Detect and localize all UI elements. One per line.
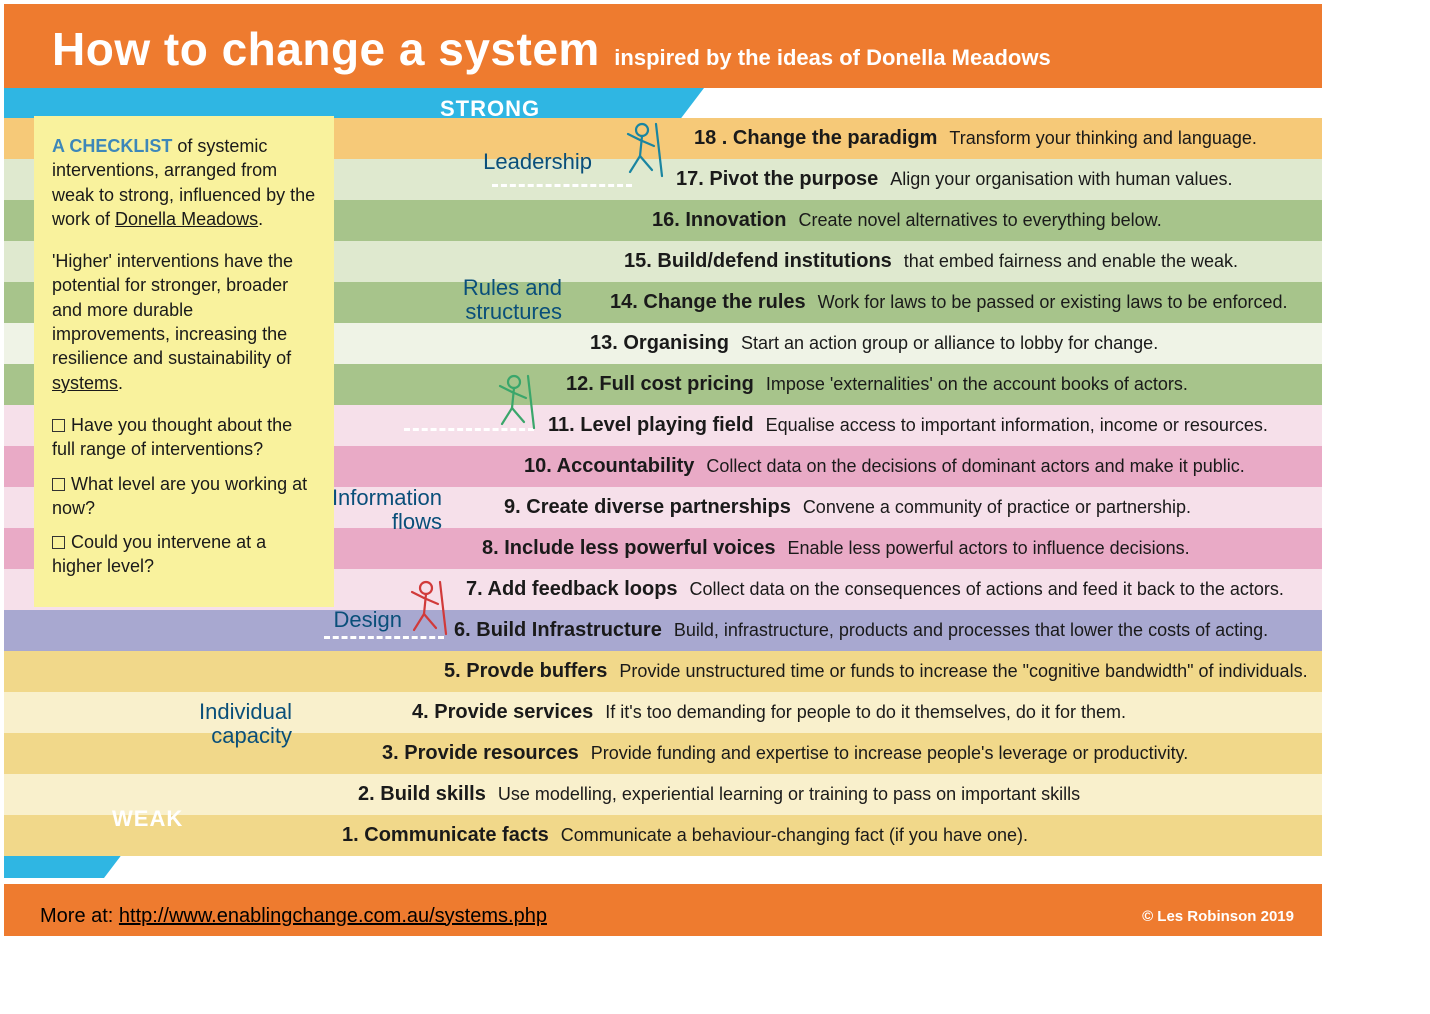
level-number: 12. bbox=[566, 373, 594, 395]
level-number: 7. bbox=[466, 578, 488, 600]
level-title: 10. Accountability bbox=[524, 455, 694, 478]
level-title: 13. Organising bbox=[590, 332, 729, 355]
level-number: 1. bbox=[342, 824, 364, 846]
axis-weak-label: WEAK bbox=[112, 806, 183, 832]
footer-more: More at: http://www.enablingchange.com.a… bbox=[40, 905, 547, 928]
checklist-lead: A CHECKLIST bbox=[52, 136, 172, 156]
page: How to change a system inspired by the i… bbox=[4, 4, 1322, 936]
level-desc: Equalise access to important information… bbox=[766, 415, 1268, 436]
level-title: 4. Provide services bbox=[412, 701, 593, 724]
level-title: 15. Build/defend institutions bbox=[624, 250, 892, 273]
level-row: 2. Build skills Use modelling, experienti… bbox=[4, 774, 1322, 815]
level-desc: Use modelling, experiential learning or … bbox=[498, 784, 1080, 805]
level-desc: Provide unstructured time or funds to in… bbox=[619, 661, 1307, 682]
level-number: 15. bbox=[624, 250, 652, 272]
level-title: 1. Communicate facts bbox=[342, 824, 549, 847]
level-number: 5. bbox=[444, 660, 466, 682]
level-title: 17. Pivot the purpose bbox=[676, 168, 878, 191]
category-label: Design bbox=[334, 608, 402, 632]
category-label: Informationflows bbox=[332, 486, 442, 534]
level-desc: Enable less powerful actors to influence… bbox=[787, 538, 1189, 559]
checkbox-icon[interactable] bbox=[52, 419, 65, 432]
level-number: 13. bbox=[590, 332, 618, 354]
systems-link[interactable]: systems bbox=[52, 373, 118, 393]
checkbox-icon[interactable] bbox=[52, 478, 65, 491]
checklist-para2: 'Higher' interventions have the potentia… bbox=[52, 249, 316, 395]
level-desc: Create novel alternatives to everything … bbox=[798, 210, 1161, 231]
level-number: 9. bbox=[504, 496, 526, 518]
level-title: 8. Include less powerful voices bbox=[482, 537, 775, 560]
checkbox-icon[interactable] bbox=[52, 536, 65, 549]
category-label: Individualcapacity bbox=[199, 700, 292, 748]
axis-strong-label: STRONG bbox=[440, 96, 540, 122]
checklist-q3: Could you intervene at a higher level? bbox=[52, 530, 316, 579]
level-row: 6. Build Infrastructure Build, infrastruc… bbox=[4, 610, 1322, 651]
level-title: 12. Full cost pricing bbox=[566, 373, 754, 396]
level-desc: that embed fairness and enable the weak. bbox=[904, 251, 1238, 272]
level-desc: Convene a community of practice or partn… bbox=[803, 497, 1191, 518]
level-title: 11. Level playing field bbox=[548, 414, 754, 437]
header-bar: How to change a system inspired by the i… bbox=[4, 4, 1322, 88]
level-title: 5. Provde buffers bbox=[444, 660, 607, 683]
checklist-q1: Have you thought about the full range of… bbox=[52, 413, 316, 462]
level-desc: Impose 'externalities' on the account bo… bbox=[766, 374, 1188, 395]
level-number: 11. bbox=[548, 414, 575, 436]
level-number: 2. bbox=[358, 783, 380, 805]
level-desc: Collect data on the decisions of dominan… bbox=[706, 456, 1244, 477]
level-desc: Transform your thinking and language. bbox=[949, 128, 1257, 149]
checklist-box: A CHECKLIST of systemic interventions, a… bbox=[34, 116, 334, 607]
level-title: 2. Build skills bbox=[358, 783, 486, 806]
level-row: 5. Provde buffers Provide unstructured ti… bbox=[4, 651, 1322, 692]
level-desc: Communicate a behaviour-changing fact (i… bbox=[561, 825, 1028, 846]
level-desc: Build, infrastructure, products and proc… bbox=[674, 620, 1268, 641]
climber-icon bbox=[402, 578, 452, 638]
footer-bar: More at: http://www.enablingchange.com.a… bbox=[4, 884, 1322, 936]
main-area: STRONG WEAK Leadership Rules andstructure… bbox=[4, 88, 1322, 878]
level-title: 18 . Change the paradigm bbox=[694, 127, 937, 150]
climber-icon bbox=[618, 120, 668, 180]
level-number: 18 . bbox=[694, 127, 727, 149]
level-desc: If it's too demanding for people to do i… bbox=[605, 702, 1126, 723]
checklist-intro: A CHECKLIST of systemic interventions, a… bbox=[52, 134, 316, 231]
page-subtitle: inspired by the ideas of Donella Meadows bbox=[614, 45, 1050, 70]
level-title: 16. Innovation bbox=[652, 209, 786, 232]
donella-meadows-link[interactable]: Donella Meadows bbox=[115, 209, 258, 229]
category-label: Rules andstructures bbox=[463, 276, 562, 324]
level-number: 16. bbox=[652, 209, 680, 231]
category-label: Leadership bbox=[483, 150, 592, 174]
level-title: 9. Create diverse partnerships bbox=[504, 496, 791, 519]
level-number: 3. bbox=[382, 742, 404, 764]
level-desc: Collect data on the consequences of acti… bbox=[690, 579, 1284, 600]
level-number: 14. bbox=[610, 291, 638, 313]
level-desc: Work for laws to be passed or existing l… bbox=[818, 292, 1288, 313]
level-row: 1. Communicate facts Communicate a behavi… bbox=[4, 815, 1322, 856]
level-desc: Align your organisation with human value… bbox=[890, 169, 1232, 190]
footer-link[interactable]: http://www.enablingchange.com.au/systems… bbox=[119, 905, 547, 927]
level-title: 14. Change the rules bbox=[610, 291, 806, 314]
footer-copyright: © Les Robinson 2019 bbox=[1142, 908, 1294, 925]
level-number: 10. bbox=[524, 455, 552, 477]
level-number: 17. bbox=[676, 168, 704, 190]
section-divider bbox=[492, 184, 632, 187]
level-title: 7. Add feedback loops bbox=[466, 578, 678, 601]
level-number: 8. bbox=[482, 537, 504, 559]
level-number: 6. bbox=[454, 619, 476, 641]
level-number: 4. bbox=[412, 701, 434, 723]
level-desc: Start an action group or alliance to lob… bbox=[741, 333, 1158, 354]
level-desc: Provide funding and expertise to increas… bbox=[591, 743, 1188, 764]
page-title: How to change a system bbox=[52, 23, 600, 75]
climber-icon bbox=[490, 372, 540, 432]
level-title: 3. Provide resources bbox=[382, 742, 579, 765]
checklist-q2: What level are you working at now? bbox=[52, 472, 316, 521]
level-title: 6. Build Infrastructure bbox=[454, 619, 662, 642]
